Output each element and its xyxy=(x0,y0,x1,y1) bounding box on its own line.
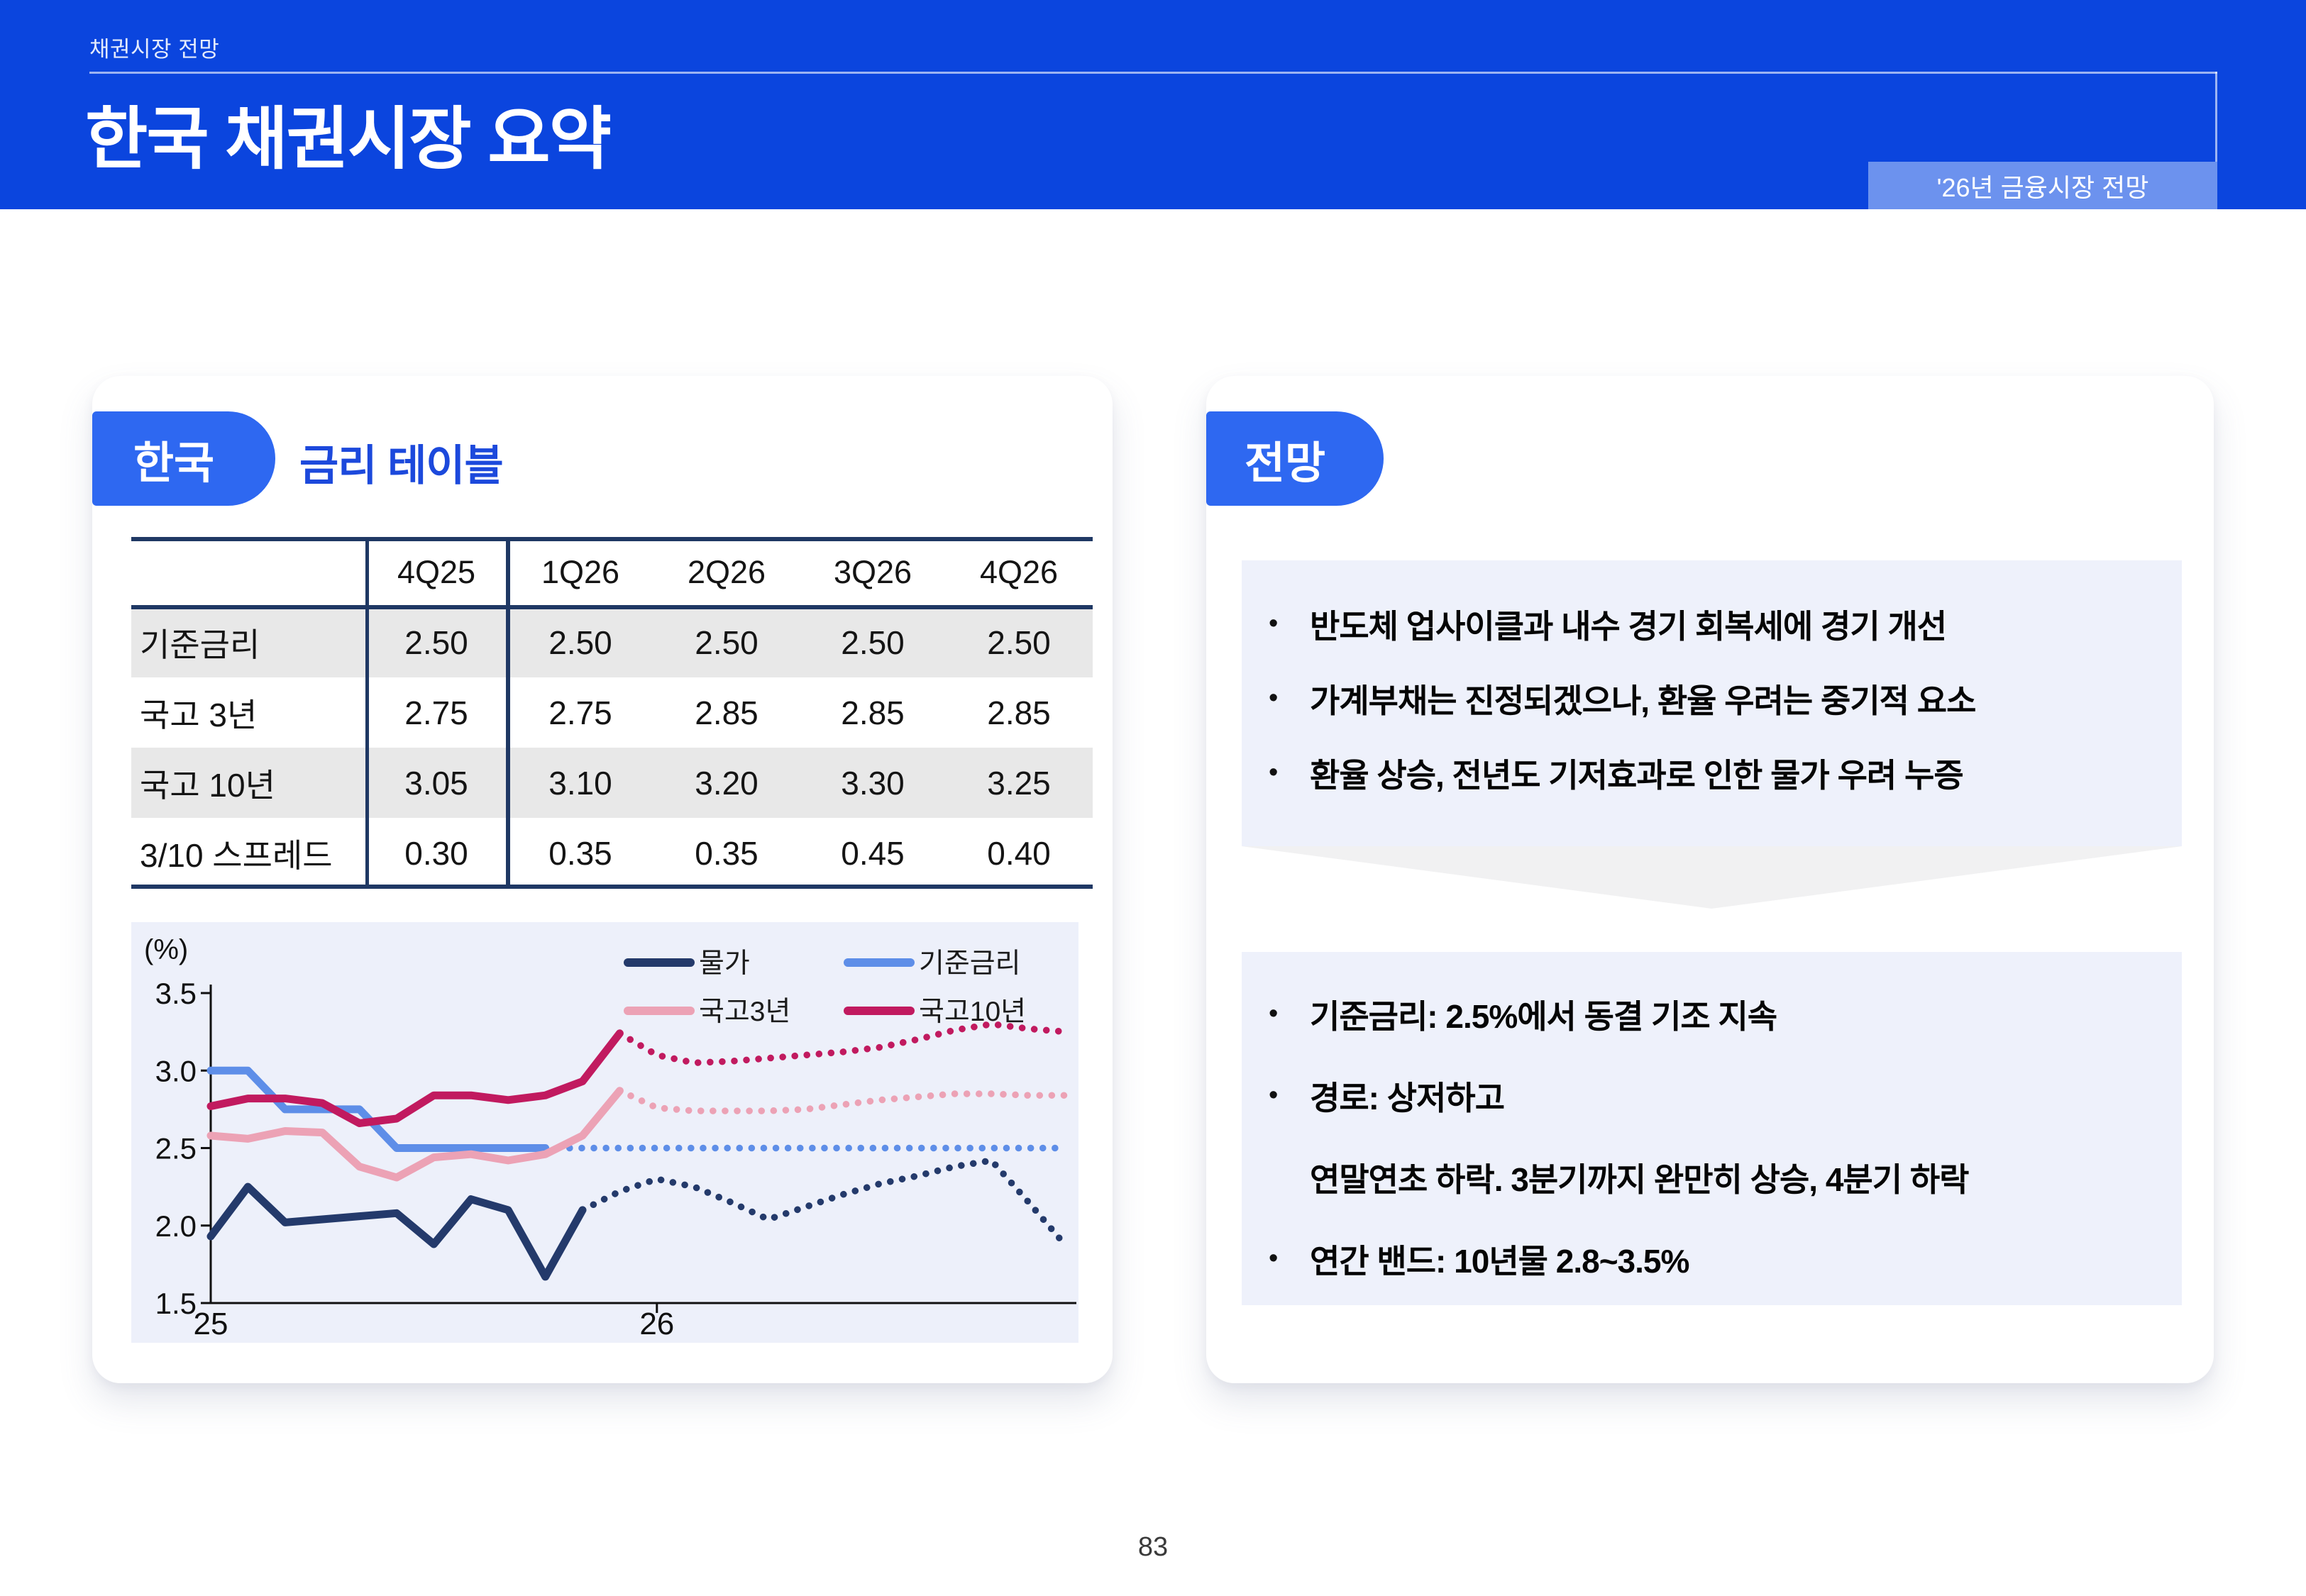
table-cell: 2.85 xyxy=(841,694,905,731)
bullet-text: 연간 밴드: 10년물 2.8~3.5% xyxy=(1310,1242,1689,1280)
outlook-tag-badge: 전망 xyxy=(1206,411,1384,506)
table-cell: 2.50 xyxy=(987,624,1051,661)
series-line-dotted-물가 xyxy=(579,1157,1069,1249)
table-cell: 0.40 xyxy=(987,834,1051,872)
bullet-item: • 기준금리: 2.5%에서 동결 기조 지속 xyxy=(1242,973,2182,1055)
table-row: 3/10 스프레드 0.30 0.35 0.35 0.45 0.40 xyxy=(131,818,1093,888)
table-vertical-rule xyxy=(365,537,369,889)
bullet-text: 환율 상승, 전년도 기저효과로 인한 물가 우려 누증 xyxy=(1310,756,1964,794)
table-cell: 2.50 xyxy=(548,624,612,661)
outlook-drivers-box: • 반도체 업사이클과 내수 경기 회복세에 경기 개선 • 가계부채는 진정되겠으나… xyxy=(1242,560,2182,846)
table-cell: 2Q26 xyxy=(687,553,766,590)
header-rule xyxy=(89,72,2217,74)
table-cell: 0.45 xyxy=(841,834,905,872)
down-arrow xyxy=(1242,846,2182,909)
table-cell: 0.35 xyxy=(695,834,758,872)
y-tick-label: 3.0 xyxy=(155,1054,197,1087)
bullet-text: 경로: 상저하고 xyxy=(1310,1079,1505,1116)
bullet-dot: • xyxy=(1269,758,1279,787)
legend-label-국고10년: 국고10년 xyxy=(919,997,1026,1027)
table-cell: 2.85 xyxy=(987,694,1051,731)
x-tick-label: 26 xyxy=(639,1307,674,1341)
legend-label-기준금리: 기준금리 xyxy=(919,948,1021,979)
series-line-solid-국고10년 xyxy=(206,1029,624,1127)
header: 채권시장 전망 한국 채권시장 요약 '26년 금융시장 전망 xyxy=(0,0,2306,209)
table-vertical-rule xyxy=(506,537,510,889)
legend-label-국고3년: 국고3년 xyxy=(699,997,790,1027)
page-title: 한국 채권시장 요약 xyxy=(85,101,612,177)
table-cell: 2.50 xyxy=(404,624,468,661)
bullet-item: •연말연초 하락. 3분기까지 완만히 상승, 4분기 하락 xyxy=(1242,1136,2182,1218)
bullet-item: • 가계부채는 진정되겠으나, 환율 우려는 중기적 요소 xyxy=(1242,661,2182,736)
outlook-card: 전망 • 반도체 업사이클과 내수 경기 회복세에 경기 개선 • 가계부채는 진정되… xyxy=(1206,376,2214,1383)
y-tick-label: 1.5 xyxy=(155,1287,197,1320)
series-line-solid-물가 xyxy=(206,1182,587,1281)
table-cell: 3.05 xyxy=(404,764,468,802)
rates-card-title: 금리 테이블 xyxy=(299,442,504,489)
bullet-dot: • xyxy=(1269,1080,1279,1110)
series-line-dotted-국고10년 xyxy=(616,1020,1069,1067)
series-line-dotted-국고3년 xyxy=(616,1087,1069,1114)
table-cell: 3.10 xyxy=(548,764,612,802)
x-tick-label: 25 xyxy=(194,1307,228,1341)
table-cell: 4Q25 xyxy=(397,553,476,590)
table-cell: 2.85 xyxy=(695,694,758,731)
table-cell: 3Q26 xyxy=(833,553,912,590)
table-cell: 3.25 xyxy=(987,764,1051,802)
table-row: 기준금리 2.50 2.50 2.50 2.50 2.50 xyxy=(131,607,1093,677)
table-row: 국고 3년 2.75 2.75 2.85 2.85 2.85 xyxy=(131,677,1093,748)
bullet-text: 기준금리: 2.5%에서 동결 기조 지속 xyxy=(1310,997,1777,1035)
table-row: 국고 10년 3.05 3.10 3.20 3.30 3.25 xyxy=(131,748,1093,818)
table-row-label: 기준금리 xyxy=(140,626,260,663)
header-eyebrow: 채권시장 전망 xyxy=(89,37,220,62)
bullet-item: • 경로: 상저하고 xyxy=(1242,1055,2182,1136)
table-border-top xyxy=(131,537,1093,541)
bullet-text: 연말연초 하락. 3분기까지 완만히 상승, 4분기 하락 xyxy=(1310,1160,1969,1198)
header-badge: '26년 금융시장 전망 xyxy=(1868,162,2217,209)
korea-tag-badge: 한국 xyxy=(92,411,275,506)
table-border-bottom xyxy=(131,885,1093,889)
series-line-solid-국고3년 xyxy=(206,1087,624,1182)
table-cell: 0.30 xyxy=(404,834,468,872)
y-tick-label: 2.5 xyxy=(155,1132,197,1165)
y-axis-unit-label: (%) xyxy=(144,934,188,965)
table-cell: 3.30 xyxy=(841,764,905,802)
table-cell: 1Q26 xyxy=(541,553,620,590)
table-cell: 2.50 xyxy=(695,624,758,661)
table-cell: 2.75 xyxy=(404,694,468,731)
header-vline xyxy=(2215,72,2217,162)
table-header-row: 4Q25 1Q26 2Q26 3Q26 4Q26 xyxy=(131,537,1093,607)
table-cell: 2.75 xyxy=(548,694,612,731)
bullet-dot: • xyxy=(1269,683,1279,713)
table-cell: 4Q26 xyxy=(979,553,1059,590)
y-tick-label: 2.0 xyxy=(155,1209,197,1243)
rates-card: 한국 금리 테이블 4Q25 1Q26 2Q26 3Q26 4Q26 기준금리 2.50 2.… xyxy=(92,376,1113,1383)
legend-label-물가: 물가 xyxy=(699,948,750,979)
table-header-separator xyxy=(131,605,1093,609)
bullet-item: • 환율 상승, 전년도 기저효과로 인한 물가 우려 누증 xyxy=(1242,736,2182,810)
y-tick-label: 3.5 xyxy=(155,977,197,1010)
table-cell: 2.50 xyxy=(841,624,905,661)
outlook-forecast-box: •기준금리: 2.5%에서 동결 기조 지속•경로: 상저하고•연말연초 하락.… xyxy=(1242,952,2182,1305)
table-row-label: 3/10 스프레드 xyxy=(140,836,333,874)
table-row-label xyxy=(131,537,365,607)
bullet-dot: • xyxy=(1269,1243,1279,1273)
table-cell: 0.35 xyxy=(548,834,612,872)
bullet-item: • 반도체 업사이클과 내수 경기 회복세에 경기 개선 xyxy=(1242,587,2182,661)
bullet-dot: • xyxy=(1269,999,1279,1029)
table-cell: 3.20 xyxy=(695,764,758,802)
series-line-solid-기준금리 xyxy=(206,1066,550,1152)
bullet-text: 반도체 업사이클과 내수 경기 회복세에 경기 개선 xyxy=(1310,607,1947,645)
page-number: 83 xyxy=(1137,1532,1169,1562)
bullet-item: • 연간 밴드: 10년물 2.8~3.5% xyxy=(1242,1218,2182,1299)
bullet-dot: • xyxy=(1269,609,1279,638)
rates-table: 4Q25 1Q26 2Q26 3Q26 4Q26 기준금리 2.50 2.50 2.50 2.50… xyxy=(131,537,1093,889)
table-row-label: 국고 3년 xyxy=(140,696,258,733)
table-row-label: 국고 10년 xyxy=(140,766,275,804)
bullet-text: 가계부채는 진정되겠으나, 환율 우려는 중기적 요소 xyxy=(1310,682,1976,719)
